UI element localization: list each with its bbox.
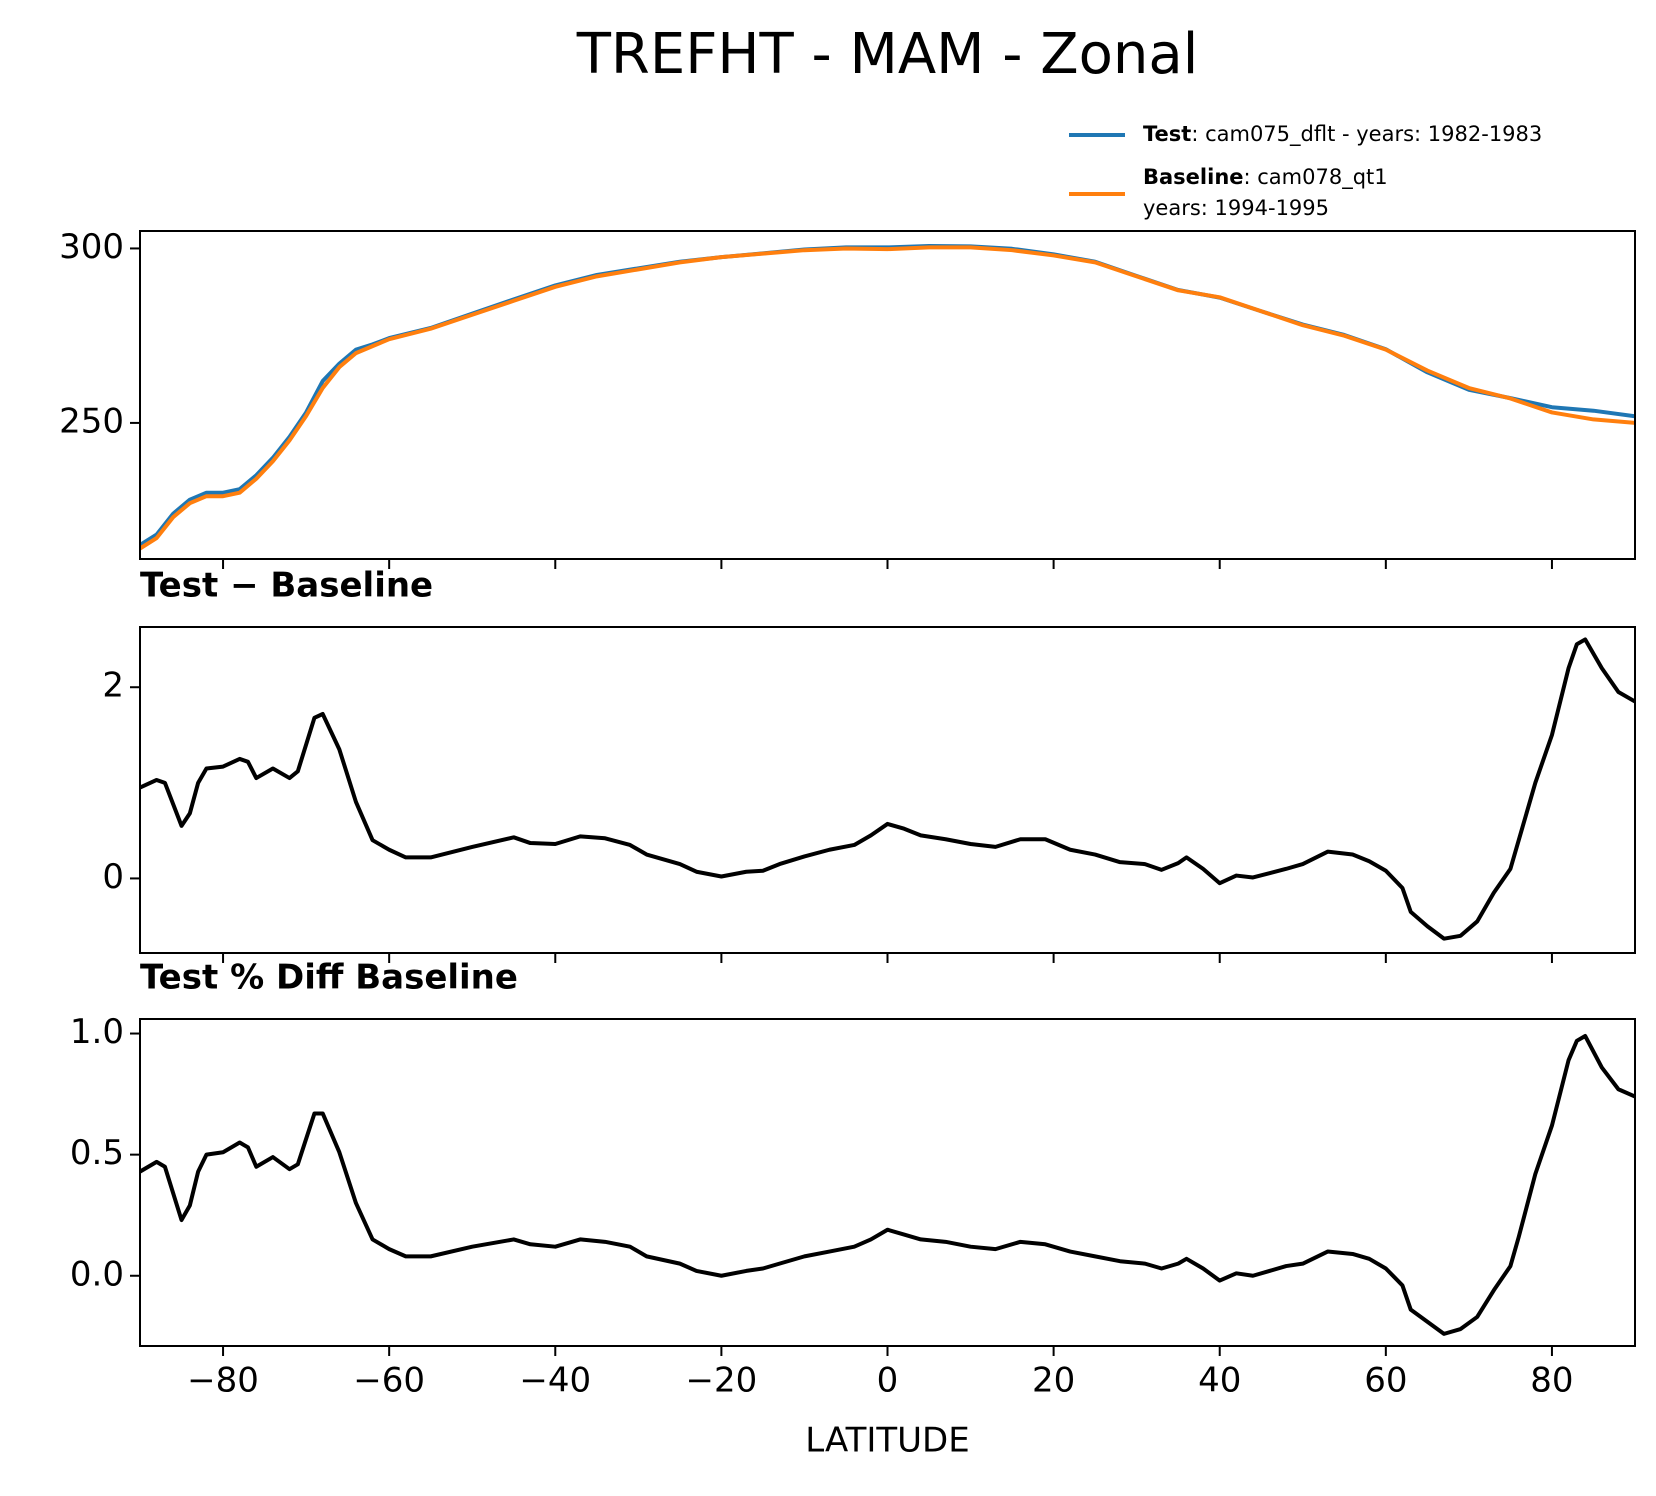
x-tick-label: 20 [1032, 1361, 1075, 1401]
subplot-title: Test − Baseline [140, 566, 433, 606]
y-tick-label: 0.5 [70, 1133, 124, 1173]
x-axis-label: LATITUDE [805, 1421, 969, 1461]
x-tick-label: 0 [877, 1361, 899, 1401]
y-tick-label: 250 [59, 401, 124, 441]
legend-name: Baseline [1143, 165, 1244, 189]
y-tick-label: 300 [59, 227, 124, 267]
legend-name: Test [1143, 122, 1191, 146]
x-tick-label: −20 [686, 1361, 758, 1401]
y-tick-label: 0.0 [70, 1254, 124, 1294]
legend-detail: : cam075_dflt - years: 1982-1983 [1191, 122, 1542, 147]
data-line [140, 244, 1635, 547]
x-tick-label: 40 [1198, 1361, 1241, 1401]
axes-frame [139, 230, 1636, 560]
y-tick-label: 0 [102, 857, 124, 897]
axes-frame [139, 626, 1636, 954]
axes-frame [139, 1018, 1636, 1347]
subplot-title: Test % Diff Baseline [140, 958, 518, 998]
x-tick-label: −40 [519, 1361, 591, 1401]
data-line [140, 637, 1635, 941]
x-tick-label: −60 [353, 1361, 425, 1401]
x-tick-label: 60 [1364, 1361, 1407, 1401]
y-tick-label: 2 [102, 666, 124, 706]
x-tick-label: −80 [187, 1361, 259, 1401]
legend-detail: : cam078_qt1 [1244, 165, 1388, 190]
data-line [140, 245, 1635, 551]
legend-label: Test: cam075_dflt - years: 1982-1983 [1143, 122, 1542, 147]
data-line [140, 1033, 1635, 1336]
legend-label: Baseline: cam078_qt1 [1143, 165, 1388, 190]
y-tick-label: 1.0 [70, 1012, 124, 1052]
x-tick-label: 80 [1530, 1361, 1573, 1401]
legend-detail: years: 1994-1995 [1143, 196, 1329, 220]
figure-title: TREFHT - MAM - Zonal [576, 22, 1199, 87]
